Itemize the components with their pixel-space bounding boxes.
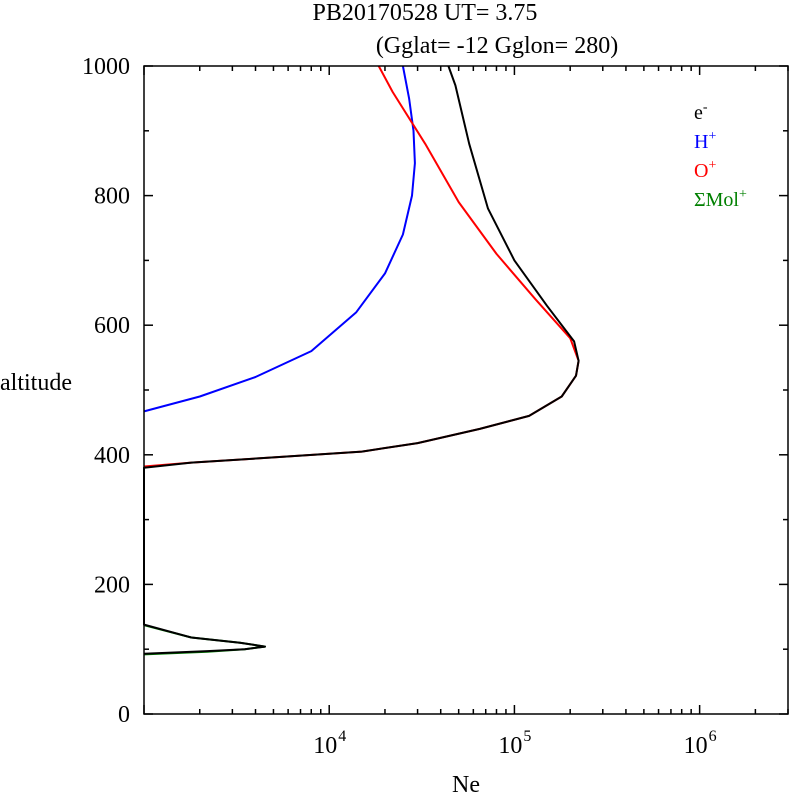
x-tick-label: 10 (313, 733, 337, 759)
series-line-1 (143, 65, 416, 413)
series-line-2 (143, 65, 580, 468)
series-line-0 (143, 65, 580, 655)
chart-subtitle: (Gglat= -12 Gglon= 280) (376, 33, 618, 59)
y-tick-label: 0 (118, 702, 130, 728)
x-tick-exponent: 6 (709, 728, 717, 745)
legend-entry: ΣMol+ (694, 187, 747, 211)
x-tick-label: 10 (498, 733, 522, 759)
y-tick-label: 400 (94, 443, 130, 469)
y-tick-label: 600 (94, 313, 130, 339)
y-tick-label: 1000 (82, 54, 130, 80)
y-axis-label: altitude (0, 370, 72, 396)
legend-entry: O+ (694, 158, 716, 182)
legend: e- H+ O+ ΣMol+ (694, 100, 747, 211)
series-layer (143, 65, 580, 656)
legend-entry: H+ (694, 129, 716, 153)
y-tick-label: 800 (94, 184, 130, 210)
x-tick-exponent: 5 (523, 728, 531, 745)
legend-entry: e- (694, 100, 708, 124)
x-axis-label: Ne (452, 772, 480, 795)
plot-frame (143, 65, 789, 715)
x-tick-label: 10 (684, 733, 708, 759)
y-tick-label: 200 (94, 572, 130, 598)
chart-title: PB20170528 UT= 3.75 (313, 0, 538, 26)
x-tick-exponent: 4 (338, 728, 346, 745)
